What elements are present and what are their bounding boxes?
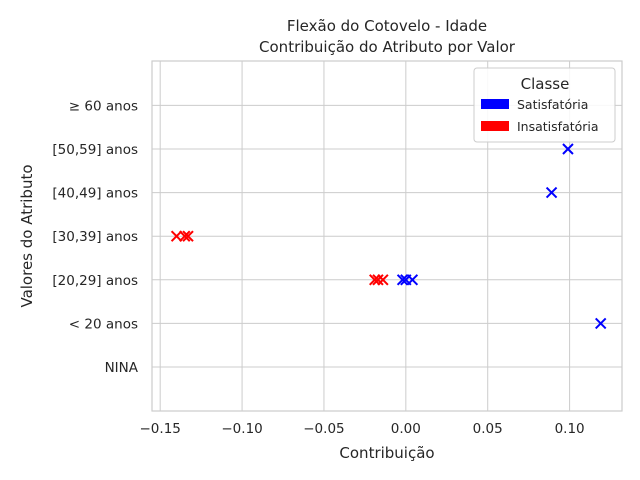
y-tick-label: NINA [105, 360, 139, 376]
x-axis-label: Contribuição [339, 444, 434, 462]
y-tick-label: [50,59] anos [52, 142, 138, 158]
chart-title: Flexão do Cotovelo - Idade [287, 17, 487, 35]
data-point-marker [369, 274, 381, 286]
x-tick-label: −0.05 [303, 421, 344, 437]
data-point-marker [182, 230, 194, 242]
plot-frame [151, 60, 623, 412]
data-point-marker [179, 230, 191, 242]
y-axis-label: Valores do Atributo [18, 164, 36, 307]
legend-frame [473, 67, 616, 143]
x-tick-label: 0.10 [555, 421, 585, 437]
x-tick-label: −0.10 [221, 421, 262, 437]
y-tick-label: [30,39] anos [52, 229, 138, 245]
data-points [170, 143, 607, 330]
legend-swatch-insatisfatoria [481, 121, 509, 131]
y-tick-label: [20,29] anos [52, 273, 138, 289]
x-tick-label: −0.15 [140, 421, 181, 437]
data-point-marker [170, 230, 183, 242]
legend: Classe Satisfatória Insatisfatória [473, 67, 616, 143]
legend-swatch-satisfatoria [481, 99, 509, 109]
x-tick-label: 0.00 [391, 421, 421, 437]
legend-label-insatisfatoria: Insatisfatória [517, 119, 599, 134]
data-point-marker [595, 317, 607, 330]
data-point-marker [545, 186, 558, 199]
y-tick-label: < 20 anos [69, 316, 138, 332]
legend-title: Classe [521, 75, 570, 93]
data-point-marker [406, 274, 419, 286]
tick-labels: −0.15 −0.10 −0.05 0.00 0.05 0.10 NINA < 20 anos… [52, 98, 584, 437]
data-point-marker [562, 143, 574, 155]
legend-label-satisfatoria: Satisfatória [517, 97, 588, 112]
chart-subtitle: Contribuição do Atributo por Valor [259, 38, 516, 56]
data-point-marker [396, 274, 409, 286]
data-point-marker [372, 274, 384, 286]
y-tick-label: ≥ 60 anos [69, 98, 138, 114]
x-tick-label: 0.05 [473, 421, 503, 437]
y-tick-label: [40,49] anos [52, 186, 138, 202]
data-point-marker [377, 274, 389, 286]
